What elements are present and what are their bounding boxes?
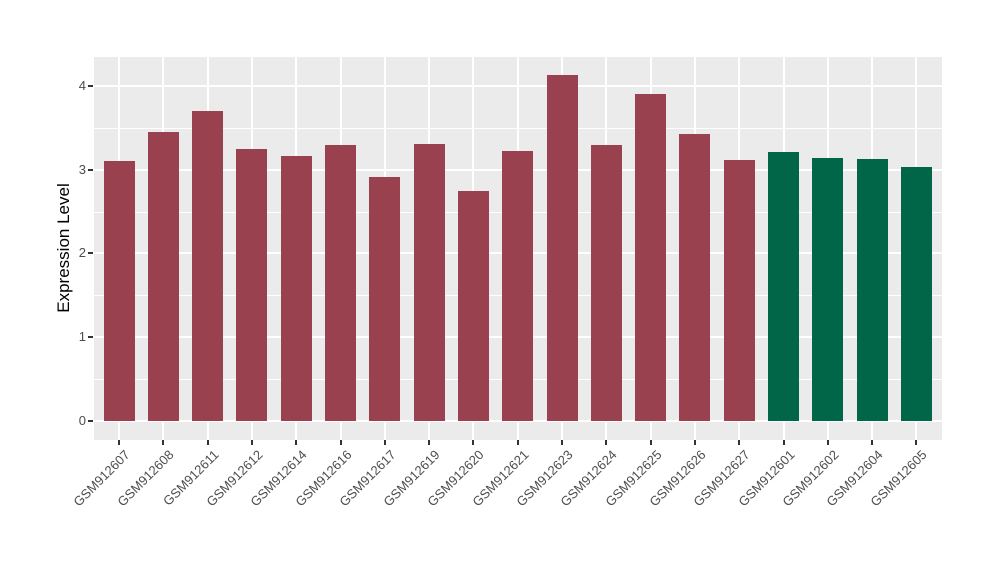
bar	[635, 94, 667, 421]
plot-panel	[94, 57, 942, 440]
x-tick-mark	[206, 440, 209, 445]
x-tick-mark	[118, 440, 120, 445]
y-tick-mark	[88, 168, 93, 171]
x-tick-mark	[782, 440, 785, 445]
bar	[103, 161, 135, 421]
y-tick-mark	[88, 252, 93, 255]
y-tick-label: 1	[78, 329, 86, 345]
x-tick-mark	[871, 440, 874, 445]
bar	[192, 110, 224, 421]
bar	[369, 177, 401, 421]
bar	[147, 131, 179, 421]
y-tick-mark	[88, 420, 93, 422]
x-tick-mark	[428, 440, 431, 445]
bar	[900, 167, 932, 421]
x-tick-mark	[295, 440, 298, 445]
bar	[502, 151, 534, 421]
x-tick-mark	[605, 440, 608, 445]
y-tick-label: 0	[78, 413, 86, 428]
x-tick-mark	[561, 440, 563, 445]
y-tick-mark	[88, 336, 93, 339]
x-tick-mark	[472, 440, 475, 445]
bar	[280, 156, 312, 421]
y-tick-mark	[88, 84, 93, 87]
x-tick-mark	[162, 440, 165, 445]
bar	[856, 158, 888, 421]
x-tick-mark	[516, 440, 519, 445]
y-tick-label: 2	[78, 245, 86, 261]
bar	[546, 74, 578, 421]
x-tick-mark	[738, 440, 741, 445]
x-tick-mark	[826, 440, 829, 445]
bar	[325, 145, 356, 421]
bar	[679, 134, 711, 421]
x-tick-mark	[915, 440, 918, 445]
bar	[457, 191, 489, 421]
x-tick-mark	[693, 440, 696, 445]
bar	[812, 157, 844, 421]
bar	[236, 148, 268, 421]
bar	[768, 152, 799, 421]
bar	[413, 144, 445, 421]
y-tick-label: 3	[78, 161, 86, 177]
x-tick-mark	[649, 440, 652, 445]
bar	[590, 145, 622, 421]
y-tick-label: 4	[78, 77, 86, 93]
x-tick-mark	[339, 440, 342, 445]
x-tick-mark	[250, 440, 253, 445]
bar	[723, 160, 755, 421]
x-tick-mark	[383, 440, 386, 445]
